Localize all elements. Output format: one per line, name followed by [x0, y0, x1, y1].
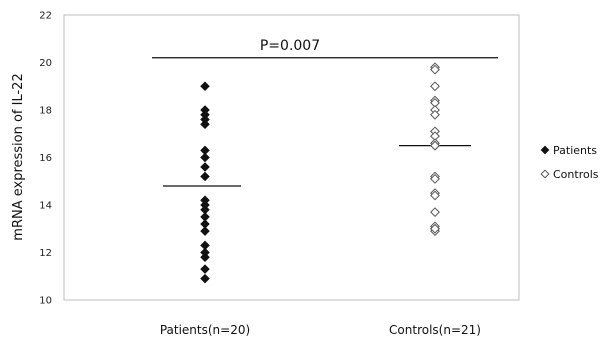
control-data-point [430, 223, 440, 234]
patient-data-point [200, 162, 210, 172]
control-data-point [430, 140, 440, 151]
control-data-point [430, 81, 440, 92]
y-tick-label: 18 [39, 106, 52, 117]
y-tick-label: 16 [39, 153, 52, 164]
p-value-label: P=0.007 [260, 38, 320, 54]
control-data-point [430, 190, 440, 201]
patient-data-point [200, 119, 210, 130]
patient-data-point [200, 264, 210, 274]
y-tick-label: 10 [39, 296, 52, 307]
patient-data-point [200, 81, 210, 92]
y-tick-label: 20 [39, 58, 52, 69]
plot-area-border [63, 14, 520, 301]
x-category-label: Patients(n=20) [160, 323, 250, 337]
y-tick-label: 22 [39, 11, 52, 22]
patient-data-point [200, 252, 210, 263]
y-tick-label: 12 [39, 248, 52, 259]
patient-data-point [200, 171, 210, 182]
control-data-point [430, 64, 440, 75]
control-data-point [430, 173, 440, 184]
legend-marker-patients [540, 145, 550, 155]
patient-data-point [200, 273, 210, 284]
control-data-point [430, 109, 440, 120]
y-tick-label: 14 [39, 201, 52, 212]
patient-data-point [200, 152, 210, 163]
y-axis-title: mRNA expression of IL-22 [11, 73, 26, 240]
legend-entry-label: Controls [553, 168, 599, 181]
legend-entry-label: Patients [553, 144, 597, 157]
x-category-label: Controls(n=21) [389, 323, 481, 337]
control-data-point [430, 207, 440, 218]
patient-data-point [200, 226, 210, 236]
legend-marker-controls [540, 169, 550, 179]
